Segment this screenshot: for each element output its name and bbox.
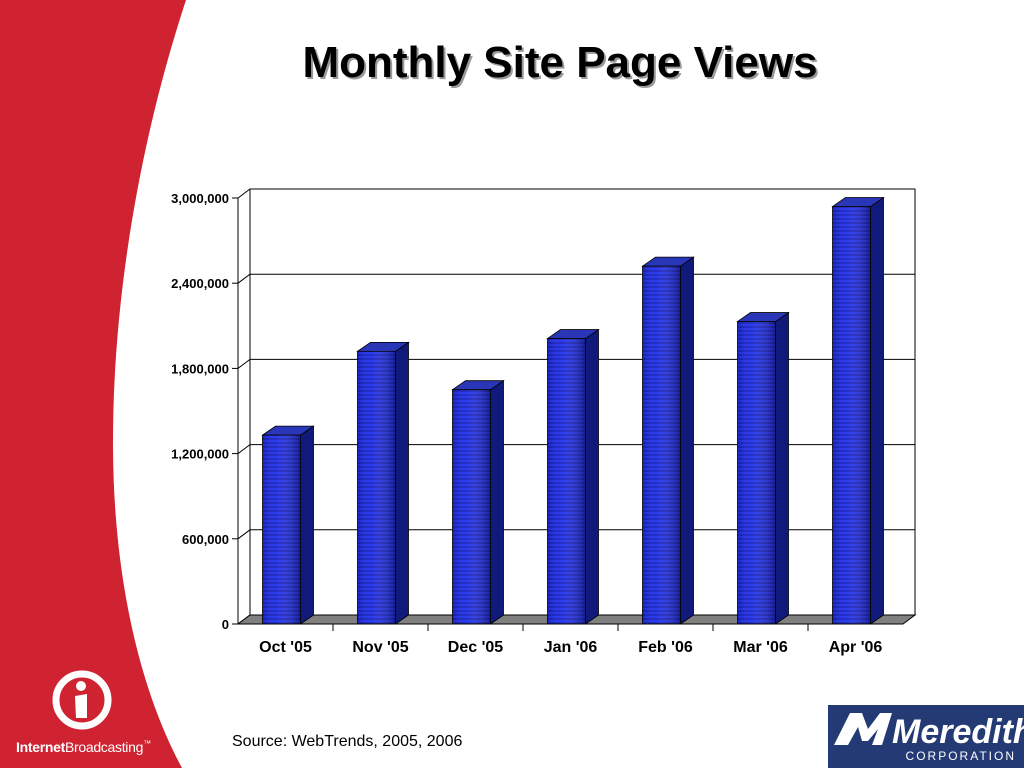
bar-side-face: [585, 328, 599, 625]
side-wall-line: [237, 188, 251, 199]
bar-front-shade: [547, 338, 586, 624]
internet-broadcasting-wordmark: InternetBroadcasting™: [16, 739, 151, 755]
bar: [736, 311, 790, 625]
bar-side-face: [680, 256, 694, 625]
bar-front-shade: [642, 266, 681, 624]
y-tick-label: 600,000: [182, 532, 229, 547]
info-i-icon: [52, 670, 112, 730]
y-tick-label: 1,200,000: [171, 447, 229, 462]
internet-broadcasting-logo: InternetBroadcasting™: [14, 668, 174, 758]
slide-title: Monthly Site Page Views: [302, 38, 818, 87]
x-tick-label: Jan '06: [544, 639, 598, 656]
bar-side-face: [775, 311, 789, 625]
bar-front-shade: [452, 389, 491, 624]
y-tick-label: 2,400,000: [171, 276, 229, 291]
bar-side-face: [490, 379, 504, 625]
x-tick-label: Oct '05: [259, 639, 312, 656]
bar-front-shade: [832, 206, 871, 624]
side-wall-line: [237, 529, 251, 540]
y-tick-label: 0: [222, 617, 229, 632]
x-tick-label: Mar '06: [733, 639, 788, 656]
side-wall-line: [237, 444, 251, 455]
bar-front-shade: [357, 351, 396, 624]
bar: [546, 328, 600, 625]
meredith-corporation-logo: Meredith CORPORATION: [828, 705, 1024, 768]
bar: [451, 379, 505, 625]
bar-side-face: [300, 425, 314, 625]
bar: [261, 425, 315, 625]
meredith-wordmark: Meredith: [834, 713, 1024, 751]
bar-front-shade: [262, 435, 301, 624]
source-note: Source: WebTrends, 2005, 2006: [232, 733, 463, 750]
x-tick-label: Dec '05: [448, 639, 504, 656]
bar: [641, 256, 695, 625]
side-wall-line: [237, 358, 251, 369]
x-tick-label: Apr '06: [829, 639, 883, 656]
bar: [356, 341, 410, 625]
side-wall-line: [237, 273, 251, 284]
bar: [831, 196, 885, 625]
meredith-corporation-text: CORPORATION: [905, 749, 1016, 763]
x-tick-label: Nov '05: [352, 639, 408, 656]
bar-side-face: [395, 341, 409, 625]
x-tick-label: Feb '06: [638, 639, 693, 656]
bar-side-face: [870, 196, 884, 625]
y-tick-label: 3,000,000: [171, 191, 229, 206]
y-tick-label: 1,800,000: [171, 361, 229, 376]
bar-front-shade: [737, 321, 776, 624]
svg-text:Meredith: Meredith: [892, 713, 1024, 751]
